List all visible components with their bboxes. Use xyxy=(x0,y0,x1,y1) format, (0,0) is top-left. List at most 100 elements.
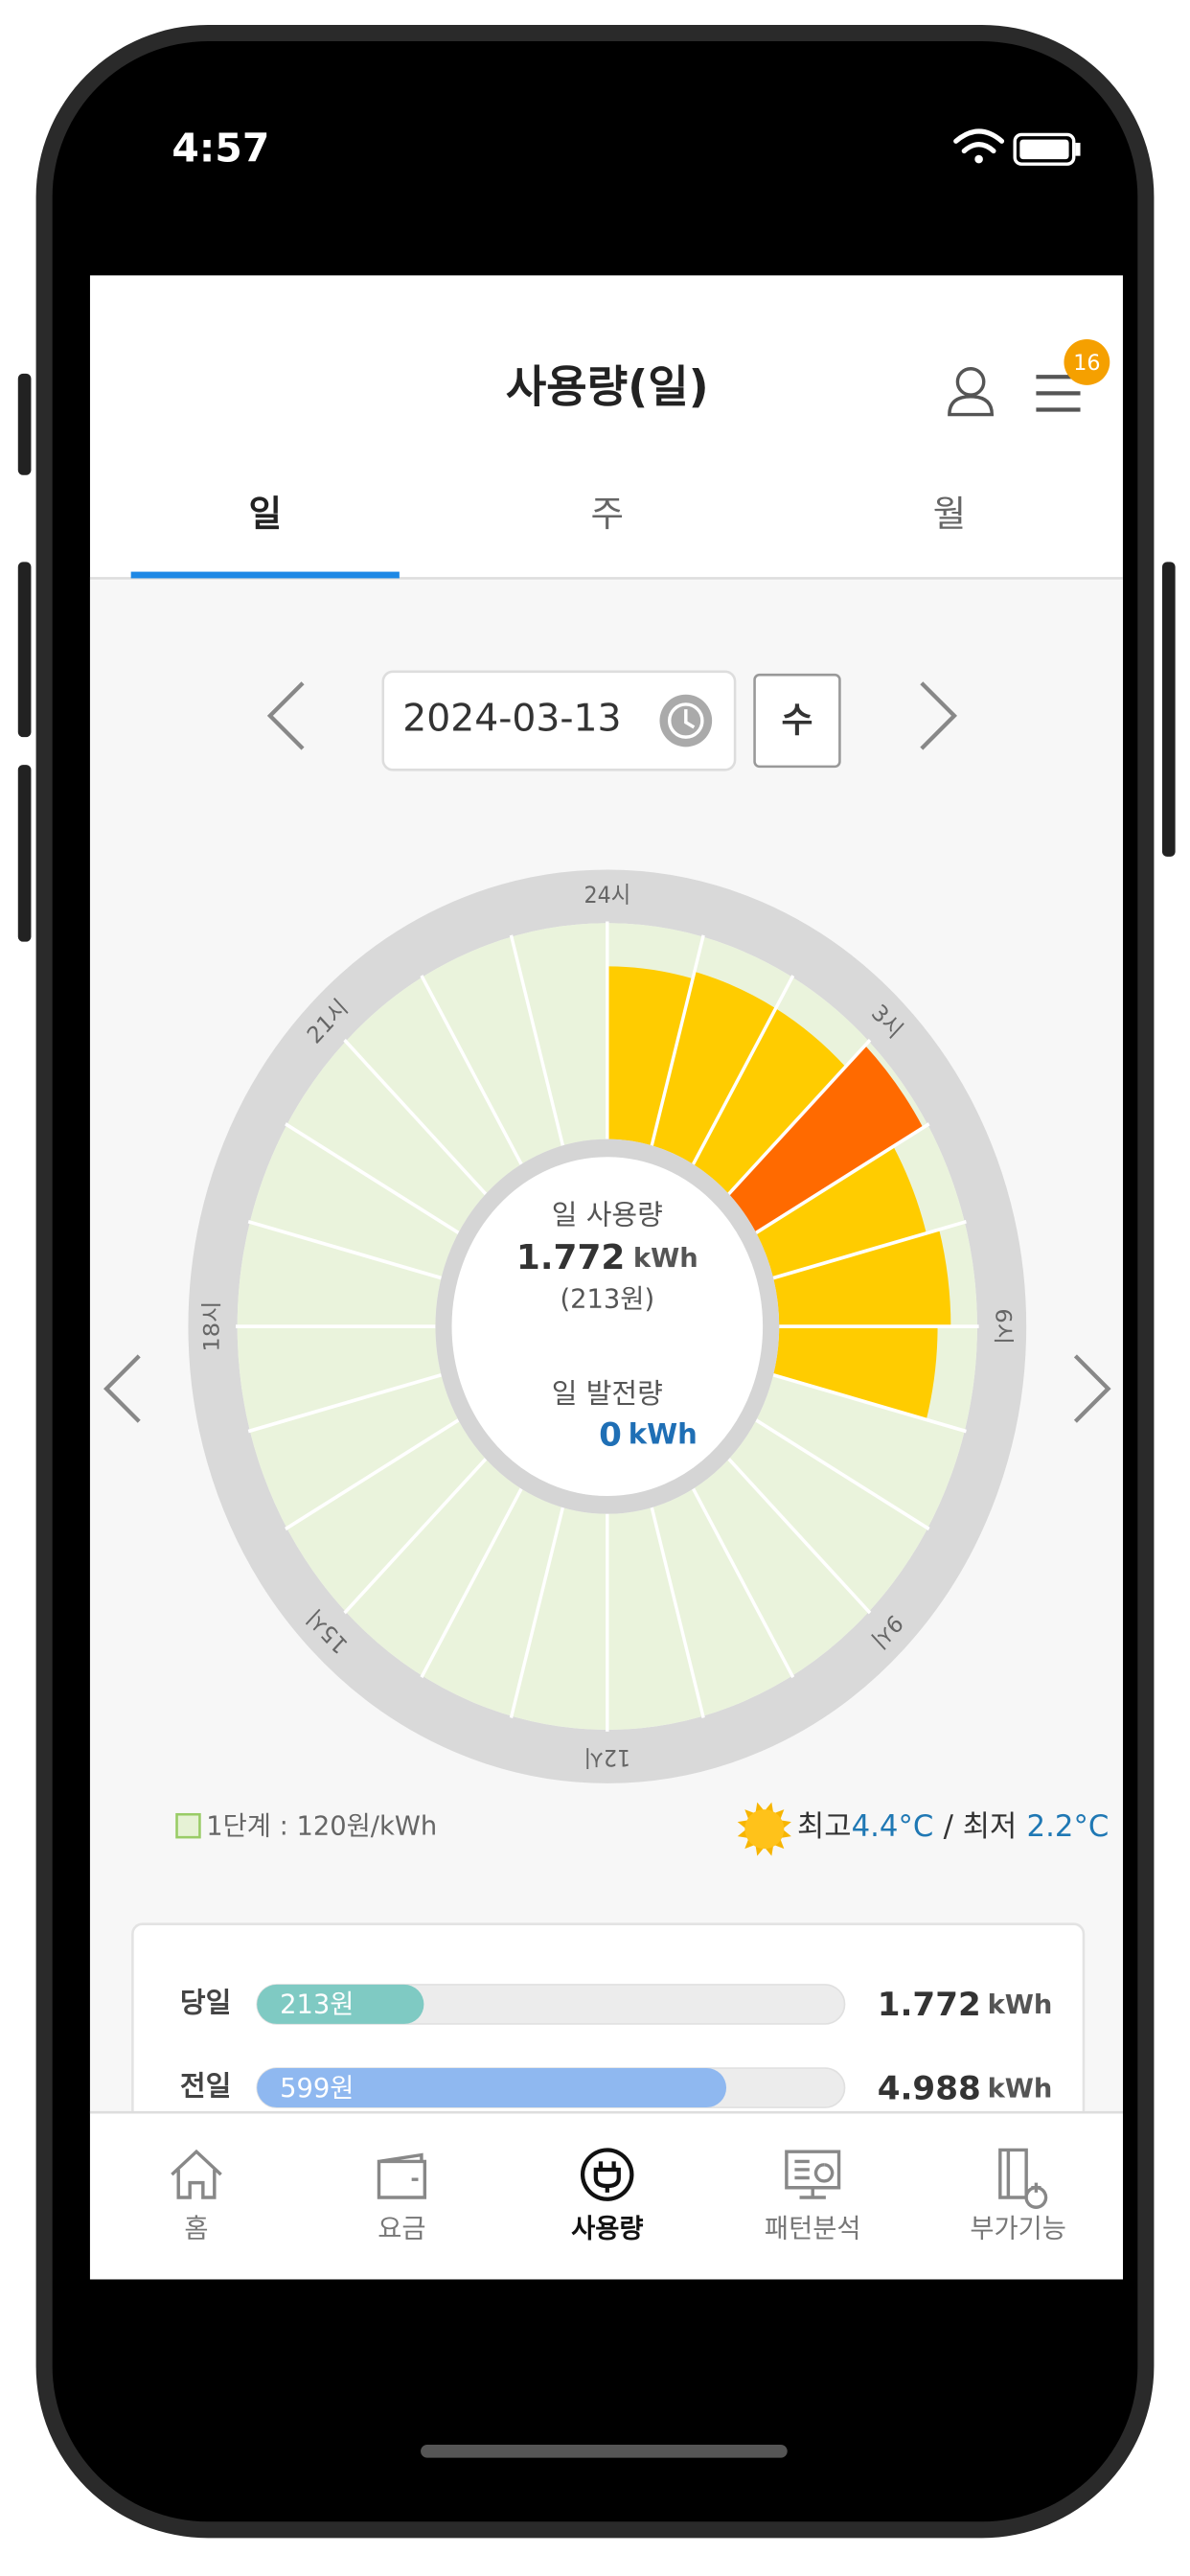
wifi-icon xyxy=(953,128,1005,154)
user-icon[interactable] xyxy=(948,367,994,417)
usage-value: 1.772 xyxy=(878,1986,981,2024)
nav-item[interactable]: 홈 xyxy=(171,2149,222,2244)
next-date[interactable] xyxy=(920,681,958,750)
bottom-nav xyxy=(89,2112,1123,2280)
usage-unit: kWh xyxy=(988,2074,1053,2104)
row-usage: 4.988 kWh xyxy=(878,2069,1053,2107)
badge-count: 16 xyxy=(1073,351,1100,376)
battery-tip xyxy=(1075,142,1081,156)
nav-label: 사용량 xyxy=(571,2215,643,2244)
segment-separator xyxy=(755,1418,930,1531)
clock-hands xyxy=(684,709,696,729)
tick-label-group: 24시 xyxy=(584,882,630,908)
nav-item[interactable]: 사용량 xyxy=(571,2148,644,2244)
nav-icon xyxy=(785,2150,841,2199)
row-label: 전일 xyxy=(180,2070,231,2103)
segment-separator xyxy=(772,1372,967,1434)
segment-separator xyxy=(247,1219,442,1280)
segment-separator xyxy=(727,1458,872,1615)
nav-icon xyxy=(580,2148,634,2201)
segment-separator xyxy=(755,1122,930,1234)
nav-icon xyxy=(171,2149,222,2199)
inner-ring xyxy=(435,1138,780,1514)
segment-separator xyxy=(727,1038,872,1196)
segment-separator xyxy=(343,1038,488,1196)
weekday: 수 xyxy=(781,702,812,741)
user-body xyxy=(948,395,994,417)
cost-bar xyxy=(257,2068,727,2108)
nav-label: 패턴분석 xyxy=(765,2215,861,2244)
nav-item[interactable]: 요금 xyxy=(377,2152,427,2244)
generation-unit: kWh xyxy=(629,1418,698,1451)
segment-separator xyxy=(650,934,705,1146)
nav-icon xyxy=(998,2148,1048,2209)
tick-label-group: 6시 xyxy=(991,1308,1016,1345)
tick-label-group: 18시 xyxy=(199,1301,224,1352)
hour-label: 18시 xyxy=(199,1301,224,1352)
segment-separator xyxy=(420,1487,523,1679)
side-button xyxy=(17,562,32,738)
sun-ray xyxy=(744,1838,756,1850)
battery-level xyxy=(1019,139,1069,160)
bar xyxy=(773,1229,951,1327)
tab[interactable]: 일 xyxy=(248,493,282,535)
row-usage: 1.772 kWh xyxy=(878,1986,1053,2024)
cost-label: 213원 xyxy=(280,1990,354,2020)
clock-face xyxy=(668,702,704,739)
segment-separator xyxy=(650,1506,705,1718)
generation-label: 일 발전량 xyxy=(552,1377,663,1410)
cost-label: 599원 xyxy=(280,2074,354,2104)
weekday-box xyxy=(753,673,841,769)
segment-separator xyxy=(420,975,523,1165)
hour-label: 24시 xyxy=(584,882,630,908)
legend-swatch xyxy=(175,1812,201,1839)
next-chart[interactable] xyxy=(1073,1354,1111,1423)
bar xyxy=(773,1326,938,1420)
prev-chart[interactable] xyxy=(103,1354,141,1423)
segment-separator xyxy=(509,934,565,1146)
usage-value: 4.988 xyxy=(878,2069,981,2107)
tab-indicator xyxy=(130,571,400,579)
date-box[interactable] xyxy=(381,670,737,771)
high-temp: 4.4°C xyxy=(852,1808,934,1843)
hour-label: 12시 xyxy=(584,1744,630,1771)
usage: 1.772 kWh xyxy=(516,1238,698,1277)
battery-icon xyxy=(1013,132,1076,166)
sun-ray xyxy=(773,1838,785,1850)
nav-label: 홈 xyxy=(184,2215,208,2244)
tab[interactable]: 주 xyxy=(591,493,625,535)
hour-label: 6시 xyxy=(991,1308,1016,1345)
badge xyxy=(1064,338,1110,385)
sun-core xyxy=(744,1809,785,1850)
tick-label-group: 12시 xyxy=(584,1744,630,1771)
high-label: 최고 xyxy=(797,1808,852,1843)
bar xyxy=(606,966,694,1146)
wifi-dot xyxy=(974,154,983,164)
home-indicator xyxy=(421,2444,788,2458)
usage-unit: kWh xyxy=(988,1990,1053,2020)
generation: 0 kWh xyxy=(599,1415,698,1454)
low-temp: 2.2°C xyxy=(1027,1808,1110,1843)
segment-separator xyxy=(772,1219,967,1280)
cost-bar xyxy=(257,1984,424,2024)
bar xyxy=(728,1045,924,1233)
nav-item[interactable]: 패턴분석 xyxy=(765,2150,861,2244)
usage-label: 일 사용량 xyxy=(552,1199,663,1231)
prev-date[interactable] xyxy=(266,681,305,750)
tab[interactable]: 월 xyxy=(933,493,967,535)
side-button xyxy=(17,765,32,942)
nav-label: 부가기능 xyxy=(970,2215,1066,2244)
segment-separator xyxy=(692,1487,795,1679)
segment-separator xyxy=(343,1458,488,1615)
segment-separator xyxy=(285,1122,460,1234)
segment-separator xyxy=(692,975,795,1165)
bar xyxy=(693,1008,846,1194)
segment-separator xyxy=(285,1418,460,1531)
segment-separator xyxy=(509,1506,565,1718)
page-title: 사용량(일) xyxy=(506,360,709,412)
side-button xyxy=(1161,562,1176,857)
sun-ray xyxy=(744,1809,756,1821)
nav-item[interactable]: 부가기능 xyxy=(970,2148,1066,2244)
